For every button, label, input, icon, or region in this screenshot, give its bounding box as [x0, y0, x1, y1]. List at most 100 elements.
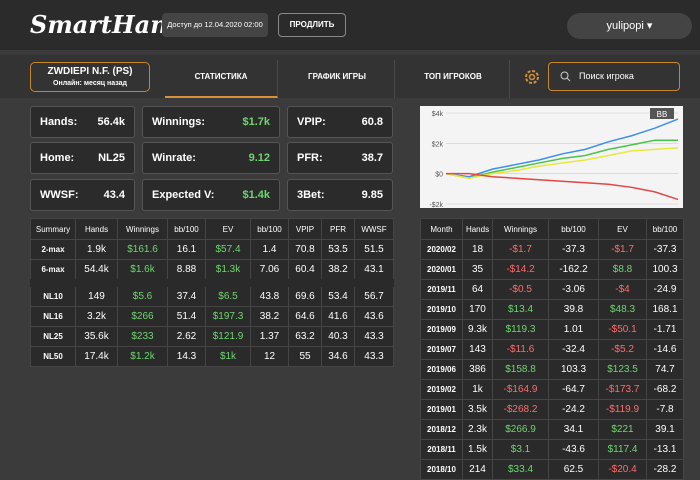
- cell: 43.6: [354, 306, 394, 327]
- cell: 1.4: [250, 239, 289, 260]
- row: 2019/06 386 $158.8 103.3 $123.5 74.7: [420, 359, 684, 380]
- cell: $33.4: [492, 459, 549, 480]
- tab[interactable]: СТАТИСТИКА: [165, 60, 278, 98]
- logo[interactable]: SmartHand: [30, 10, 185, 39]
- cell: -43.6: [548, 439, 599, 460]
- stat-value: 9.12: [248, 152, 270, 164]
- cell: 100.3: [646, 259, 684, 280]
- column-header: Hands: [75, 218, 118, 240]
- stat-label: Winrate:: [152, 152, 196, 164]
- stat-card: WWSF: 43.4: [30, 179, 135, 211]
- row: NL16 3.2k $266 51.4 $197.3 38.2 64.6 41.6 43.6: [30, 306, 394, 327]
- cell: -$173.7: [598, 379, 647, 400]
- cell: $6.5: [205, 279, 251, 307]
- column-header: bb/100: [167, 218, 206, 240]
- row: 2019/11 64 -$0.5 -3.06 -$4 -24.9: [420, 279, 684, 300]
- cell: $5.6: [117, 279, 168, 307]
- cell: -$1.7: [492, 239, 549, 260]
- y-tick-label: $0: [435, 172, 443, 179]
- cell: 17.4k: [75, 346, 118, 367]
- cell: 2-max: [30, 239, 76, 260]
- cell: 69.6: [288, 279, 322, 307]
- cell: 55: [288, 346, 322, 367]
- stat-card: Expected V: $1.4k: [142, 179, 280, 211]
- cell: 3.2k: [75, 306, 118, 327]
- cell: 51.4: [167, 306, 206, 327]
- stat-card: Winrate: 9.12: [142, 142, 280, 174]
- cell: 214: [462, 459, 493, 480]
- tab[interactable]: ГРАФИК ИГРЫ: [280, 60, 395, 98]
- row: 2020/01 35 -$14.2 -162.2 $8.8 100.3: [420, 259, 684, 280]
- user-menu[interactable]: yulipopi ▾: [567, 13, 692, 39]
- column-header: Month: [420, 218, 463, 240]
- cell: 34.1: [548, 419, 599, 440]
- row: NL25 35.6k $233 2.62 $121.9 1.37 63.2 40.3 43.3: [30, 326, 394, 347]
- cell: 74.7: [646, 359, 684, 380]
- stat-label: VPIP:: [297, 116, 326, 128]
- cell: -28.2: [646, 459, 684, 480]
- column-header: EV: [205, 218, 251, 240]
- column-header: Hands: [462, 218, 493, 240]
- row: 2019/09 9.3k $119.3 1.01 -$50.1 -1.71: [420, 319, 684, 340]
- settings-icon[interactable]: [522, 67, 542, 87]
- cell: -$20.4: [598, 459, 647, 480]
- cell: -24.2: [548, 399, 599, 420]
- cell: $123.5: [598, 359, 647, 380]
- y-tick-label: -$2k: [429, 202, 443, 208]
- column-header: VPIP: [288, 218, 322, 240]
- row: 2018/11 1.5k $3.1 -43.6 $117.4 -13.1: [420, 439, 684, 460]
- row: 2019/01 3.5k -$268.2 -24.2 -$119.9 -7.8: [420, 399, 684, 420]
- cell: NL10: [30, 279, 76, 307]
- tab[interactable]: ТОП ИГРОКОВ: [397, 60, 510, 98]
- cell: $1k: [205, 346, 251, 367]
- cell: $197.3: [205, 306, 251, 327]
- cell: 40.3: [321, 326, 355, 347]
- cell: NL16: [30, 306, 76, 327]
- row: NL10 149 $5.6 37.4 $6.5 43.8 69.6 53.4 56.7: [30, 279, 394, 307]
- cell: 3.5k: [462, 399, 493, 420]
- cell: $119.3: [492, 319, 549, 340]
- cell: 2020/02: [420, 239, 463, 260]
- cell: -13.1: [646, 439, 684, 460]
- cell: 64: [462, 279, 493, 300]
- cell: 43.8: [250, 279, 289, 307]
- stat-value: 9.85: [361, 189, 383, 201]
- cell: 70.8: [288, 239, 322, 260]
- cell: $161.6: [117, 239, 168, 260]
- search-box[interactable]: Поиск игрока: [548, 62, 680, 91]
- cell: 39.1: [646, 419, 684, 440]
- cell: 43.3: [354, 326, 394, 347]
- stat-label: Home:: [40, 152, 75, 164]
- header-row: Summary Hands Winnings bb/100 EV bb/100 VPIP PF…: [30, 218, 394, 240]
- cell: 38.2: [250, 306, 289, 327]
- cell: -24.9: [646, 279, 684, 300]
- cell: 170: [462, 299, 493, 320]
- months-table: Month Hands Winnings bb/100 EV bb/100 2020/02 1…: [420, 218, 684, 480]
- cell: -68.2: [646, 379, 684, 400]
- row: 2018/10 214 $33.4 62.5 -$20.4 -28.2: [420, 459, 684, 480]
- cell: 43.1: [354, 259, 394, 284]
- cell: 34.6: [321, 346, 355, 367]
- cell: $266.9: [492, 419, 549, 440]
- row: 2019/07 143 -$11.6 -32.4 -$5.2 -14.6: [420, 339, 684, 360]
- renew-button[interactable]: ПРОДЛИТЬ: [278, 13, 346, 37]
- cell: 38.2: [321, 259, 355, 284]
- cell: $48.3: [598, 299, 647, 320]
- cell: -3.06: [548, 279, 599, 300]
- search-icon: [560, 71, 571, 82]
- stat-value: NL25: [98, 152, 125, 164]
- cell: 53.4: [321, 279, 355, 307]
- graph-line: [446, 172, 679, 201]
- stat-value: $1.4k: [242, 189, 270, 201]
- cell: 2.3k: [462, 419, 493, 440]
- cell: 6-max: [30, 259, 76, 284]
- cell: 2.62: [167, 326, 206, 347]
- cell: NL25: [30, 326, 76, 347]
- stat-value: $1.7k: [242, 116, 270, 128]
- cell: -$50.1: [598, 319, 647, 340]
- cell: 35: [462, 259, 493, 280]
- cell: $117.4: [598, 439, 647, 460]
- cell: 39.8: [548, 299, 599, 320]
- cell: -1.71: [646, 319, 684, 340]
- cell: 2020/01: [420, 259, 463, 280]
